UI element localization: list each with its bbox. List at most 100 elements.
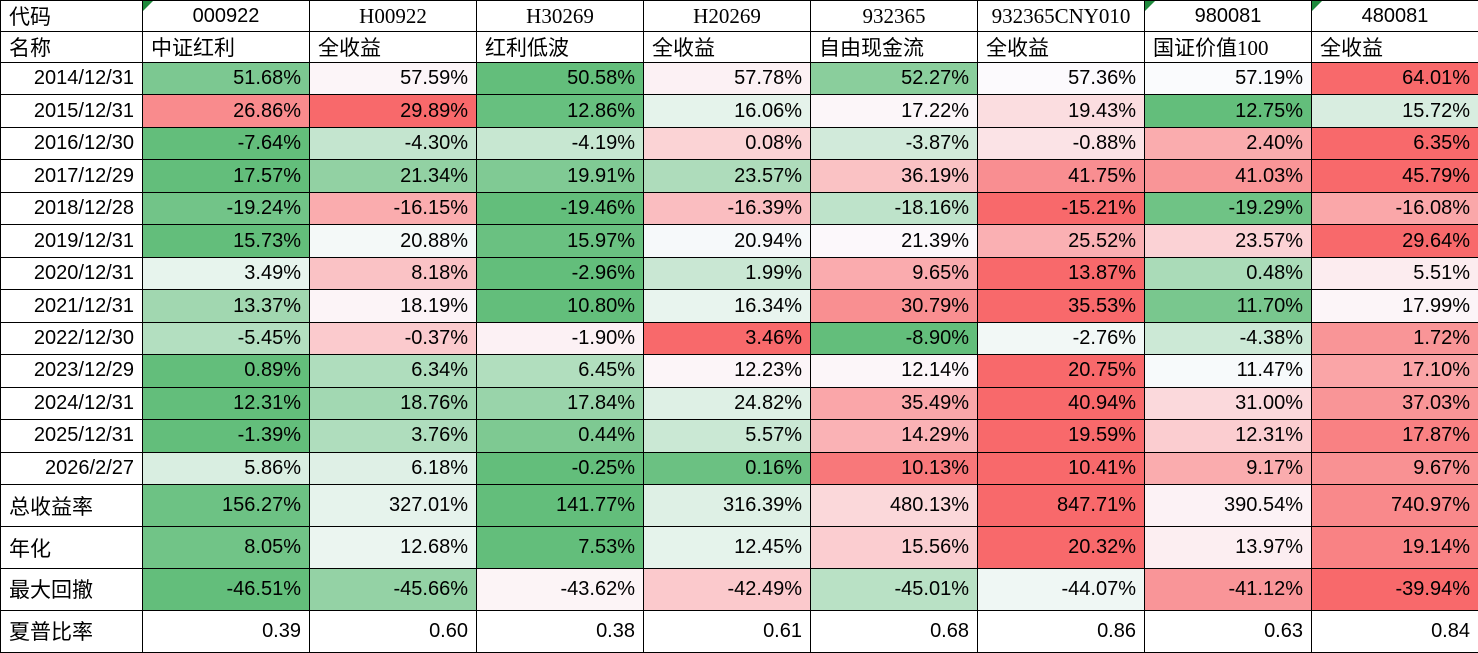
value-cell[interactable]: -19.24%: [142, 191, 310, 226]
column-name[interactable]: 全收益: [1311, 31, 1478, 63]
value-cell[interactable]: 12.14%: [810, 354, 978, 388]
value-cell[interactable]: 9.67%: [1311, 451, 1478, 486]
row-label-date[interactable]: 2024/12/31: [0, 386, 143, 421]
value-cell[interactable]: 5.86%: [142, 451, 310, 486]
value-cell[interactable]: -2.76%: [977, 321, 1145, 356]
value-cell[interactable]: 480.13%: [810, 484, 978, 528]
column-name[interactable]: 自由现金流: [810, 31, 978, 63]
value-cell[interactable]: 23.57%: [643, 159, 811, 193]
value-cell[interactable]: -2.96%: [476, 256, 644, 291]
value-cell[interactable]: 0.60: [309, 609, 477, 653]
column-name[interactable]: 全收益: [643, 31, 811, 63]
value-cell[interactable]: 0.89%: [142, 354, 310, 388]
value-cell[interactable]: 20.88%: [309, 224, 477, 258]
column-name[interactable]: 全收益: [977, 31, 1145, 63]
value-cell[interactable]: 57.36%: [977, 61, 1145, 96]
value-cell[interactable]: 18.76%: [309, 386, 477, 421]
value-cell[interactable]: -46.51%: [142, 567, 310, 611]
value-cell[interactable]: -0.37%: [309, 321, 477, 356]
value-cell[interactable]: 52.27%: [810, 61, 978, 96]
column-code-H00922[interactable]: H00922: [309, 0, 477, 32]
value-cell[interactable]: -41.12%: [1144, 567, 1312, 611]
value-cell[interactable]: 0.38: [476, 609, 644, 653]
value-cell[interactable]: 12.45%: [643, 526, 811, 569]
value-cell[interactable]: 12.31%: [1144, 419, 1312, 453]
value-cell[interactable]: -16.39%: [643, 191, 811, 226]
value-cell[interactable]: 9.65%: [810, 256, 978, 291]
value-cell[interactable]: -5.45%: [142, 321, 310, 356]
value-cell[interactable]: -4.30%: [309, 126, 477, 161]
value-cell[interactable]: 13.37%: [142, 289, 310, 323]
value-cell[interactable]: -0.88%: [977, 126, 1145, 161]
value-cell[interactable]: 8.18%: [309, 256, 477, 291]
value-cell[interactable]: 36.19%: [810, 159, 978, 193]
column-name[interactable]: 全收益: [309, 31, 477, 63]
value-cell[interactable]: 0.68: [810, 609, 978, 653]
value-cell[interactable]: 17.10%: [1311, 354, 1478, 388]
value-cell[interactable]: 13.97%: [1144, 526, 1312, 569]
row-label-date[interactable]: 2015/12/31: [0, 94, 143, 128]
value-cell[interactable]: 6.18%: [309, 451, 477, 486]
value-cell[interactable]: 327.01%: [309, 484, 477, 528]
row-label-date[interactable]: 2017/12/29: [0, 159, 143, 193]
column-code-932365CNY010[interactable]: 932365CNY010: [977, 0, 1145, 32]
column-name[interactable]: 红利低波: [476, 31, 644, 63]
value-cell[interactable]: -39.94%: [1311, 567, 1478, 611]
row-label-date[interactable]: 2025/12/31: [0, 419, 143, 453]
value-cell[interactable]: 31.00%: [1144, 386, 1312, 421]
value-cell[interactable]: 17.57%: [142, 159, 310, 193]
value-cell[interactable]: 19.14%: [1311, 526, 1478, 569]
value-cell[interactable]: 0.61: [643, 609, 811, 653]
row-label-date[interactable]: 2014/12/31: [0, 61, 143, 96]
value-cell[interactable]: 24.82%: [643, 386, 811, 421]
value-cell[interactable]: 57.78%: [643, 61, 811, 96]
value-cell[interactable]: 51.68%: [142, 61, 310, 96]
value-cell[interactable]: 40.94%: [977, 386, 1145, 421]
value-cell[interactable]: 0.16%: [643, 451, 811, 486]
value-cell[interactable]: 0.08%: [643, 126, 811, 161]
value-cell[interactable]: -18.16%: [810, 191, 978, 226]
value-cell[interactable]: 41.75%: [977, 159, 1145, 193]
column-code-H20269[interactable]: H20269: [643, 0, 811, 32]
value-cell[interactable]: 20.32%: [977, 526, 1145, 569]
value-cell[interactable]: 21.39%: [810, 224, 978, 258]
row-label-date[interactable]: 2020/12/31: [0, 256, 143, 291]
column-name[interactable]: 中证红利: [142, 31, 310, 63]
value-cell[interactable]: -43.62%: [476, 567, 644, 611]
value-cell[interactable]: 16.06%: [643, 94, 811, 128]
value-cell[interactable]: 12.86%: [476, 94, 644, 128]
row-label-stat[interactable]: 最大回撤: [0, 567, 143, 611]
row-label-date[interactable]: 2023/12/29: [0, 354, 143, 388]
value-cell[interactable]: 29.89%: [309, 94, 477, 128]
row-label-date[interactable]: 2016/12/30: [0, 126, 143, 161]
value-cell[interactable]: 0.86: [977, 609, 1145, 653]
value-cell[interactable]: 6.35%: [1311, 126, 1478, 161]
value-cell[interactable]: -4.38%: [1144, 321, 1312, 356]
value-cell[interactable]: -19.46%: [476, 191, 644, 226]
value-cell[interactable]: 3.46%: [643, 321, 811, 356]
value-cell[interactable]: -3.87%: [810, 126, 978, 161]
value-cell[interactable]: 5.51%: [1311, 256, 1478, 291]
row-label-date[interactable]: 2019/12/31: [0, 224, 143, 258]
value-cell[interactable]: 37.03%: [1311, 386, 1478, 421]
value-cell[interactable]: 12.23%: [643, 354, 811, 388]
value-cell[interactable]: 17.22%: [810, 94, 978, 128]
value-cell[interactable]: 11.70%: [1144, 289, 1312, 323]
value-cell[interactable]: 156.27%: [142, 484, 310, 528]
value-cell[interactable]: -15.21%: [977, 191, 1145, 226]
value-cell[interactable]: 1.72%: [1311, 321, 1478, 356]
value-cell[interactable]: 17.99%: [1311, 289, 1478, 323]
value-cell[interactable]: 19.43%: [977, 94, 1145, 128]
column-code-H30269[interactable]: H30269: [476, 0, 644, 32]
value-cell[interactable]: 19.59%: [977, 419, 1145, 453]
value-cell[interactable]: 0.84: [1311, 609, 1478, 653]
row-label-date[interactable]: 2021/12/31: [0, 289, 143, 323]
value-cell[interactable]: 15.56%: [810, 526, 978, 569]
value-cell[interactable]: -42.49%: [643, 567, 811, 611]
value-cell[interactable]: -1.39%: [142, 419, 310, 453]
row-label-stat[interactable]: 年化: [0, 526, 143, 569]
value-cell[interactable]: 7.53%: [476, 526, 644, 569]
column-name[interactable]: 国证价值100: [1144, 31, 1312, 63]
value-cell[interactable]: -8.90%: [810, 321, 978, 356]
value-cell[interactable]: 25.52%: [977, 224, 1145, 258]
